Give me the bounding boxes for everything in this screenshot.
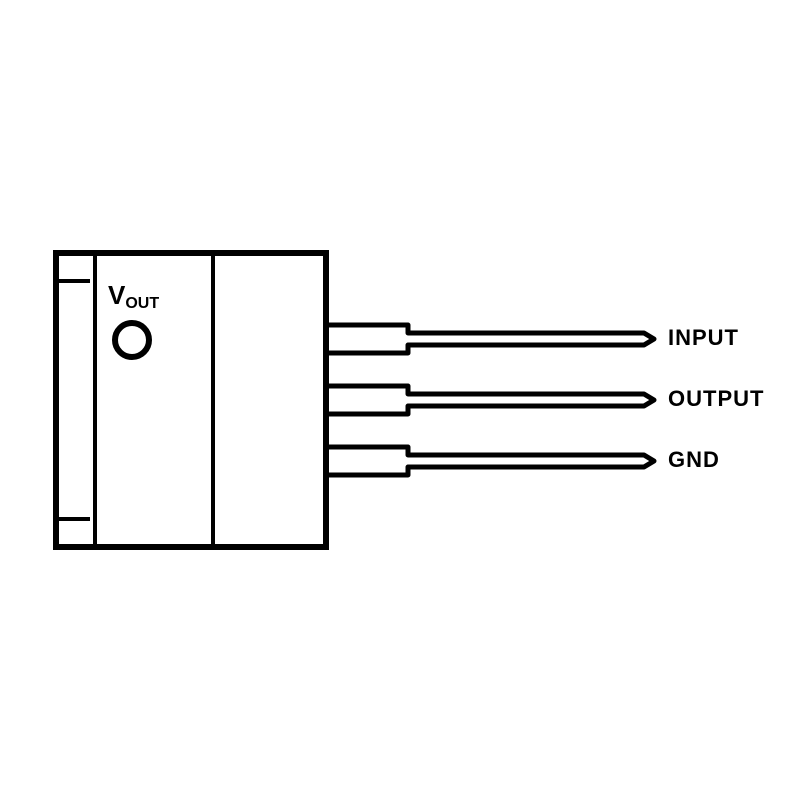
pin-input: [326, 325, 654, 353]
pin-label-input: INPUT: [668, 325, 739, 351]
vout-label: VOUT: [108, 280, 159, 311]
vout-sub: OUT: [125, 295, 159, 312]
mounting-hole-icon: [115, 323, 149, 357]
pin-gnd: [326, 447, 654, 475]
pin-output: [326, 386, 654, 414]
pin-label-gnd: GND: [668, 447, 720, 473]
pin-label-output: OUTPUT: [668, 386, 764, 412]
vout-v: V: [108, 280, 125, 310]
